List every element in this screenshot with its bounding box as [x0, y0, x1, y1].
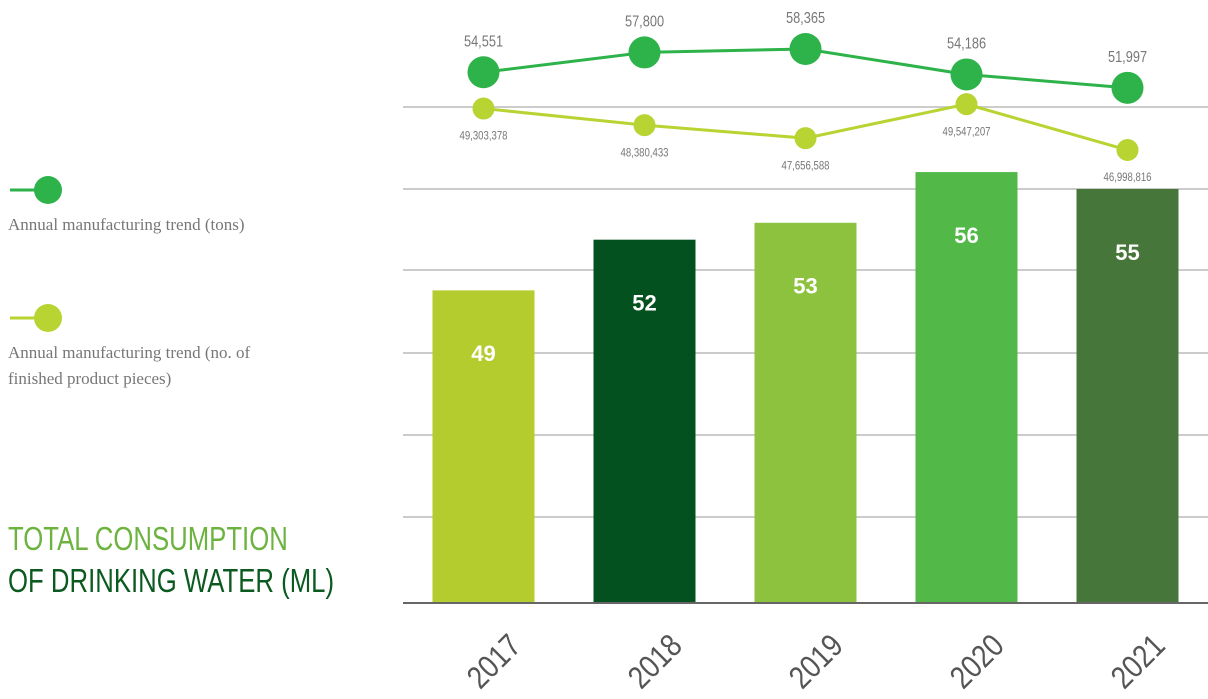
x-tick-label: 2020 — [943, 628, 1011, 696]
legend-marker — [10, 176, 62, 332]
trend-dot — [794, 127, 817, 150]
value-label-group: 49,547,207 — [942, 125, 990, 138]
value-label-group: 57,800 — [625, 13, 664, 31]
bar-label: 56 — [954, 223, 978, 248]
value-label: 58,365 — [786, 10, 825, 28]
trend-dot — [472, 97, 495, 120]
trend-dot — [1116, 139, 1139, 162]
trend-dot — [467, 56, 500, 89]
value-label-group: 54,551 — [464, 33, 503, 51]
trend-dot — [950, 58, 983, 91]
bar-label: 49 — [471, 341, 495, 366]
value-label-group: 48,380,433 — [620, 146, 668, 159]
x-tick: 2017 — [460, 628, 528, 696]
bar — [432, 290, 535, 603]
trend-dot — [955, 93, 978, 116]
value-label: 51,997 — [1108, 49, 1147, 67]
value-label-group: 58,365 — [786, 10, 825, 28]
value-label: 48,380,433 — [620, 146, 668, 159]
x-tick: 2021 — [1104, 628, 1172, 696]
bar-label: 52 — [632, 290, 656, 315]
value-label: 57,800 — [625, 13, 664, 31]
value-label: 46,998,816 — [1103, 171, 1151, 184]
chart-title: TOTAL CONSUMPTION OF DRINKING WATER (ML) — [8, 520, 335, 599]
x-tick-label: 2018 — [621, 628, 689, 696]
value-label: 54,186 — [947, 35, 986, 53]
trend-dot — [1111, 71, 1144, 104]
value-label-group: 51,997 — [1108, 49, 1147, 67]
value-label-group: 54,186 — [947, 35, 986, 53]
bar — [1076, 188, 1179, 603]
trend-dot — [628, 36, 661, 69]
value-label: 54,551 — [464, 33, 503, 51]
value-label-group: 49,303,378 — [459, 130, 507, 143]
legend-entry: Annual manufacturing trend (tons) — [8, 215, 245, 234]
bar — [754, 222, 857, 604]
bar — [593, 239, 696, 603]
value-label-group: 46,998,816 — [1103, 171, 1151, 184]
bar-label: 55 — [1115, 240, 1139, 265]
x-tick: 2018 — [621, 628, 689, 696]
x-tick: 2019 — [782, 628, 850, 696]
legend-entry: Annual manufacturing trend (no. of finis… — [8, 343, 251, 388]
value-label-group: 47,656,588 — [781, 159, 829, 172]
trend-dot — [633, 114, 656, 137]
value-label: 49,547,207 — [942, 125, 990, 138]
x-tick-label: 2017 — [460, 628, 528, 696]
legend-dot — [34, 176, 62, 204]
x-tick-label: 2021 — [1104, 628, 1172, 696]
value-label: 49,303,378 — [459, 130, 507, 143]
x-tick-label: 2019 — [782, 628, 850, 696]
value-label: 47,656,588 — [781, 159, 829, 172]
bar — [915, 172, 1018, 603]
trend-dot — [789, 32, 822, 65]
x-tick: 2020 — [943, 628, 1011, 696]
bar-label: 53 — [793, 274, 817, 299]
legend-dot — [34, 304, 62, 332]
